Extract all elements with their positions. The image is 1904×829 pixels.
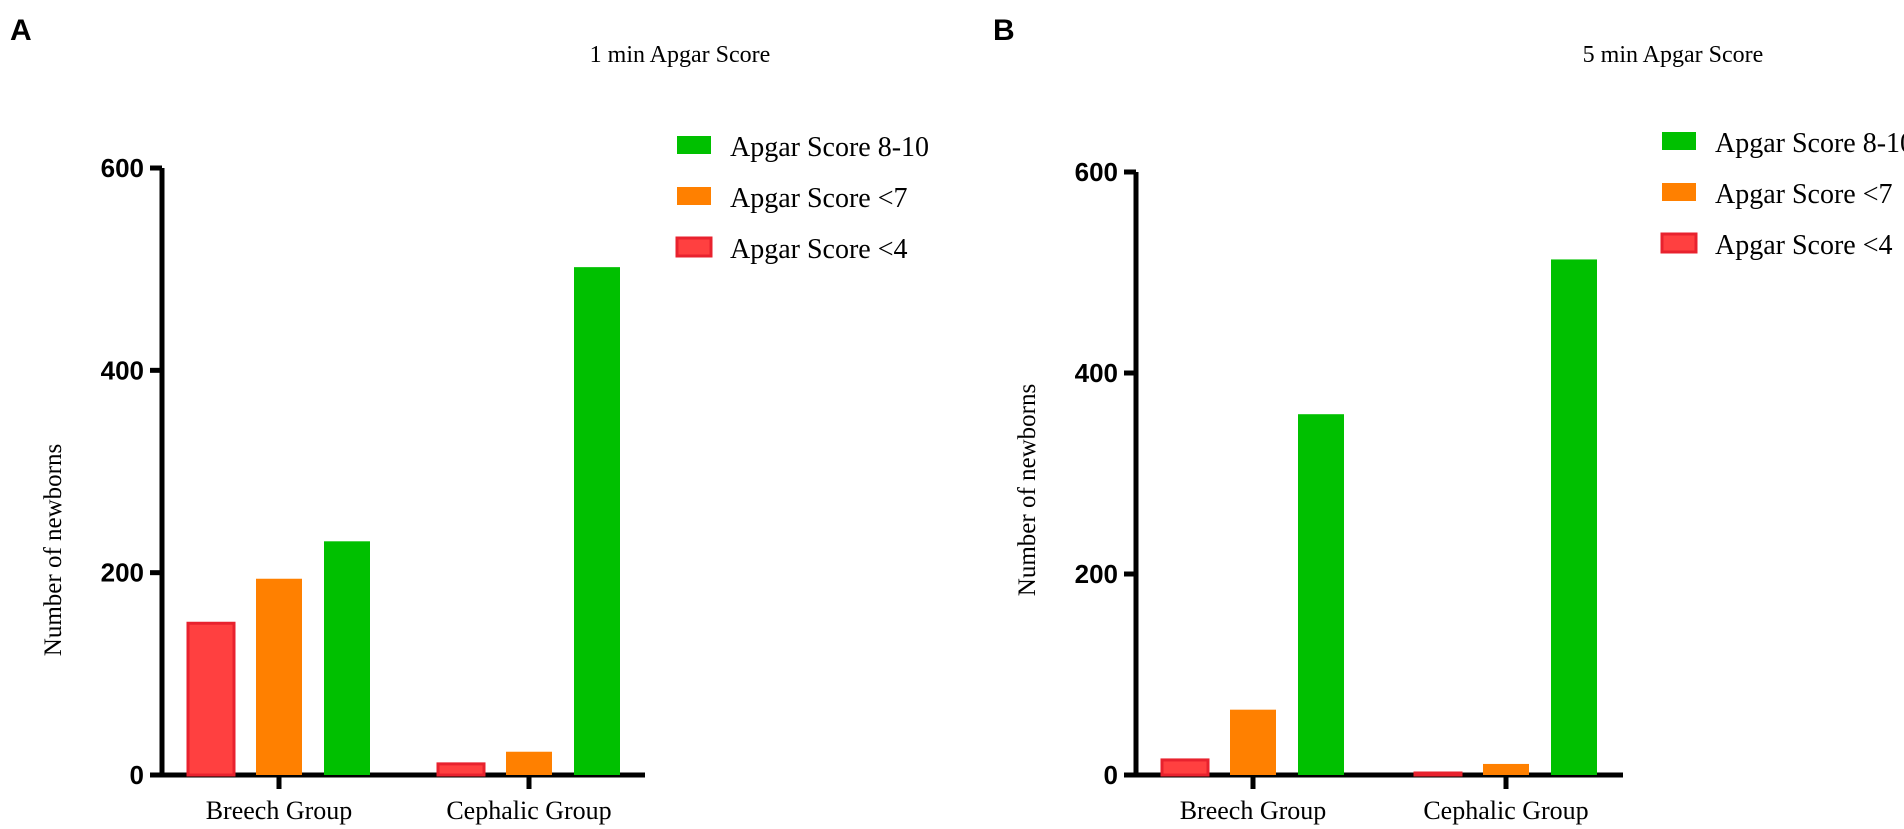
y-tick-label: 0: [130, 760, 144, 790]
y-tick-label: 600: [1075, 157, 1118, 187]
axes: [159, 168, 645, 778]
legend-swatch: [1662, 183, 1696, 201]
legend-label: Apgar Score <7: [730, 183, 908, 214]
bar: [1483, 763, 1529, 775]
panel-letter: A: [10, 14, 32, 47]
bar: [186, 621, 236, 777]
bar: [574, 267, 620, 775]
bars: [1160, 259, 1597, 777]
y-ticks: 0 200 400 600: [1075, 157, 1136, 790]
legend: Apgar Score 8-10 Apgar Score <7 Apgar Scor…: [1660, 128, 1904, 261]
legend-swatch: [1662, 132, 1696, 150]
chart-panel-a: A 1 min Apgar Score Number of newborns 0…: [10, 14, 929, 825]
bar: [256, 578, 302, 775]
bar: [1413, 771, 1463, 777]
category-labels: Breech Group Cephalic Group: [206, 775, 612, 825]
legend-swatch: [677, 187, 711, 205]
legend: Apgar Score 8-10 Apgar Score <7 Apgar Scor…: [675, 132, 929, 265]
chart-title: 5 min Apgar Score: [1583, 42, 1764, 68]
chart-title: 1 min Apgar Score: [590, 42, 771, 68]
axes: [1133, 172, 1623, 778]
legend-label: Apgar Score 8-10: [1715, 128, 1904, 159]
legend-swatch: [1660, 232, 1698, 254]
bars: [186, 267, 620, 777]
x-tick-label: Breech Group: [206, 796, 353, 825]
x-tick-label: Cephalic Group: [1423, 796, 1588, 825]
y-axis-label: Number of newborns: [1014, 384, 1041, 596]
x-tick-label: Cephalic Group: [446, 796, 611, 825]
bar: [436, 762, 486, 777]
y-ticks: 0 200 400 600: [101, 153, 162, 790]
legend-label: Apgar Score <7: [1715, 179, 1893, 210]
category-labels: Breech Group Cephalic Group: [1180, 775, 1589, 825]
bar: [506, 751, 552, 775]
y-tick-label: 0: [1104, 760, 1118, 790]
legend-swatch: [677, 136, 711, 154]
bar: [1230, 709, 1276, 775]
bar: [1551, 259, 1597, 775]
legend-label: Apgar Score <4: [1715, 230, 1893, 261]
legend-label: Apgar Score 8-10: [730, 132, 929, 163]
y-axis-label: Number of newborns: [40, 444, 67, 656]
x-tick-label: Breech Group: [1180, 796, 1327, 825]
bar: [1298, 414, 1344, 775]
y-tick-label: 400: [1075, 358, 1118, 388]
bar: [1160, 758, 1210, 777]
bar: [324, 541, 370, 775]
y-tick-label: 200: [101, 558, 144, 588]
chart-panel-b: B 5 min Apgar Score Number of newborns 0…: [993, 14, 1904, 825]
legend-label: Apgar Score <4: [730, 234, 908, 265]
legend-swatch: [675, 236, 713, 258]
y-tick-label: 200: [1075, 559, 1118, 589]
y-tick-label: 600: [101, 153, 144, 183]
panel-letter: B: [993, 14, 1015, 47]
y-tick-label: 400: [101, 355, 144, 385]
